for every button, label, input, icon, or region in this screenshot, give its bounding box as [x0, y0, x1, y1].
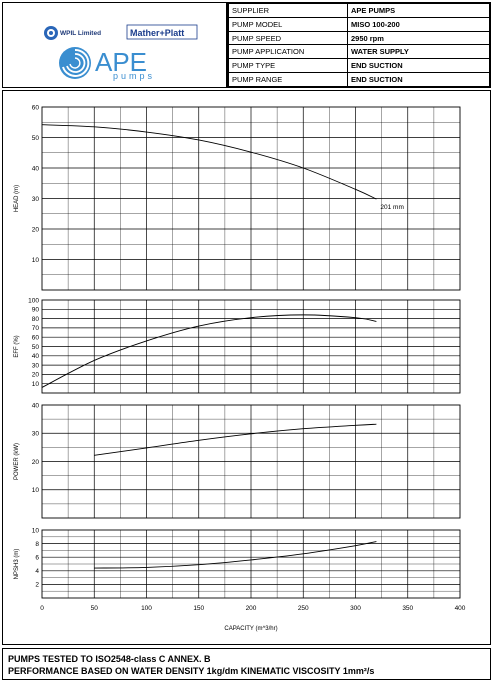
- y-tick-label: 60: [32, 104, 40, 111]
- y-tick-label: 10: [32, 381, 40, 388]
- pump-info-table: SUPPLIER APE PUMPS PUMP MODEL MISO 100-200 P…: [227, 2, 491, 88]
- x-tick-label: 250: [298, 605, 309, 612]
- ape-swirl-icon: [59, 47, 91, 79]
- y-tick-label: 50: [32, 344, 40, 351]
- y-axis-label: HEAD (m): [14, 185, 20, 212]
- y-tick-label: 40: [32, 402, 40, 409]
- y-tick-label: 30: [32, 196, 40, 203]
- ape-logo-text: APE: [95, 47, 147, 77]
- y-tick-label: 80: [32, 316, 40, 323]
- series-line: [41, 314, 377, 388]
- y-tick-label: 30: [32, 362, 40, 369]
- x-tick-label: 300: [350, 605, 361, 612]
- info-row: PUMP MODEL MISO 100-200: [228, 16, 490, 32]
- y-tick-label: 50: [32, 135, 40, 142]
- impeller-diameter-label: 201 mm: [380, 204, 403, 211]
- mather-platt-logo: Mather+Platt: [126, 24, 198, 40]
- x-tick-label: 50: [91, 605, 99, 612]
- y-axis-label: POWER (kW): [14, 443, 20, 480]
- info-row: PUMP TYPE END SUCTION: [228, 58, 490, 74]
- info-row: PUMP SPEED 2950 rpm: [228, 30, 490, 46]
- y-tick-label: 4: [35, 568, 39, 575]
- x-tick-label: 400: [455, 605, 466, 612]
- y-tick-label: 30: [32, 431, 40, 438]
- y-tick-label: 10: [32, 527, 40, 534]
- y-tick-label: 90: [32, 307, 40, 314]
- info-table: SUPPLIER APE PUMPS PUMP MODEL MISO 100-200 P…: [228, 3, 490, 87]
- logo-art: WPIL Limited Mather+Platt APE pumps: [44, 24, 198, 81]
- info-label: PUMP APPLICATION: [228, 44, 348, 60]
- info-value: WATER SUPPLY: [347, 44, 490, 60]
- x-tick-label: 200: [246, 605, 257, 612]
- footer-performance-basis: PERFORMANCE BASED ON WATER DENSITY 1kg/d…: [8, 666, 375, 676]
- wpil-logo-text: WPIL Limited: [60, 30, 101, 37]
- x-tick-label: 100: [141, 605, 152, 612]
- x-tick-label: 350: [402, 605, 413, 612]
- info-row: PUMP RANGE END SUCTION: [228, 72, 490, 87]
- y-tick-label: 10: [32, 487, 40, 494]
- y-tick-label: 60: [32, 335, 40, 342]
- pumps-logo-text: pumps: [113, 71, 155, 81]
- info-row: PUMP APPLICATION WATER SUPPLY: [228, 44, 490, 60]
- y-tick-label: 20: [32, 226, 40, 233]
- footer-panel: PUMPS TESTED TO ISO2548-class C ANNEX. B…: [2, 648, 491, 680]
- y-tick-label: 70: [32, 325, 40, 332]
- y-tick-label: 10: [32, 257, 40, 264]
- info-value: END SUCTION: [347, 72, 490, 87]
- y-axis-label: EFF (%): [14, 335, 20, 357]
- series-line: [41, 124, 377, 200]
- mather-platt-text: Mather+Platt: [130, 28, 184, 38]
- y-tick-label: 2: [35, 582, 39, 589]
- y-tick-label: 6: [35, 555, 39, 562]
- wpil-logo-icon: [44, 26, 58, 40]
- x-axis-label: CAPACITY (m^3/hr): [224, 626, 277, 632]
- performance-chart-panel: [2, 90, 491, 645]
- y-tick-label: 8: [35, 541, 39, 548]
- x-tick-label: 150: [193, 605, 204, 612]
- x-tick-label: 0: [40, 605, 44, 612]
- info-value: 2950 rpm: [347, 30, 490, 46]
- series-line: [94, 541, 377, 569]
- series-line: [94, 423, 377, 456]
- y-tick-label: 20: [32, 459, 40, 466]
- y-tick-label: 40: [32, 353, 40, 360]
- y-axis-label: NPSH3 (m): [14, 549, 20, 580]
- footer-test-standard: PUMPS TESTED TO ISO2548-class C ANNEX. B: [8, 654, 211, 664]
- y-tick-label: 100: [28, 297, 39, 304]
- logo-panel: WPIL Limited Mather+Platt APE pumps: [2, 2, 227, 88]
- y-tick-label: 20: [32, 372, 40, 379]
- y-tick-label: 40: [32, 165, 40, 172]
